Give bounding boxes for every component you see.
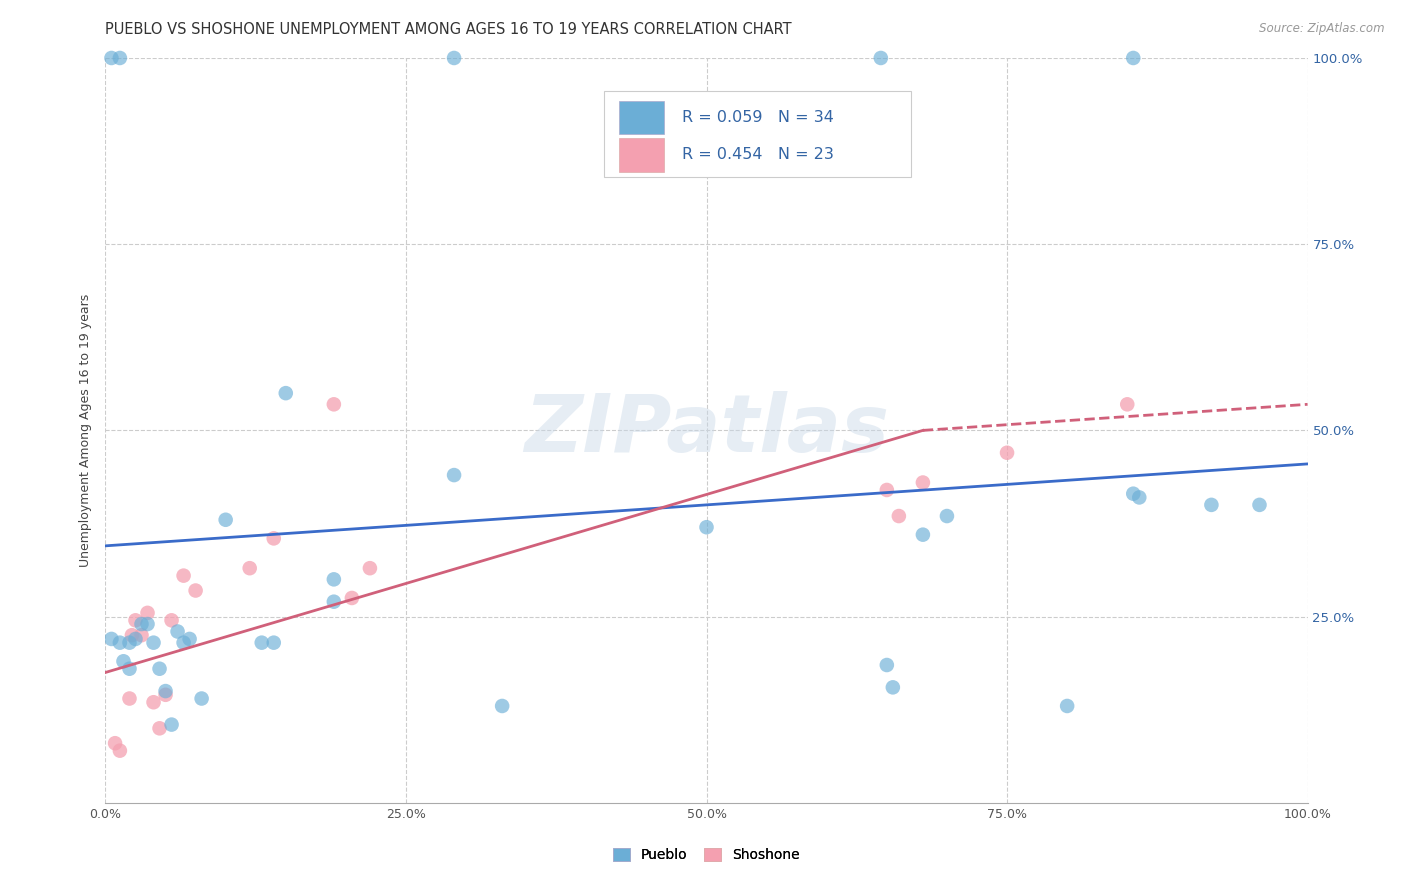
Point bbox=[118, 635, 141, 649]
Point bbox=[263, 635, 285, 649]
Point bbox=[869, 51, 891, 65]
Text: R = 0.059   N = 34: R = 0.059 N = 34 bbox=[682, 110, 834, 125]
Point bbox=[239, 561, 262, 575]
Point bbox=[131, 617, 153, 632]
Point bbox=[214, 513, 236, 527]
FancyBboxPatch shape bbox=[605, 92, 911, 178]
Point bbox=[936, 509, 959, 524]
Point bbox=[173, 635, 195, 649]
Point bbox=[443, 468, 465, 483]
Point bbox=[322, 397, 344, 411]
Point bbox=[1116, 397, 1139, 411]
Point bbox=[173, 568, 195, 582]
Point bbox=[118, 691, 141, 706]
Point bbox=[142, 695, 165, 709]
Point bbox=[1122, 51, 1144, 65]
Point bbox=[148, 662, 170, 676]
Point bbox=[100, 632, 122, 646]
Point bbox=[179, 632, 201, 646]
Point bbox=[1249, 498, 1271, 512]
Point bbox=[340, 591, 363, 605]
Point bbox=[995, 446, 1018, 460]
Point bbox=[131, 628, 153, 642]
Point bbox=[104, 736, 127, 750]
Point bbox=[911, 527, 934, 541]
Point bbox=[1128, 491, 1150, 505]
Point bbox=[1122, 486, 1144, 500]
Point bbox=[184, 583, 207, 598]
Point bbox=[118, 662, 141, 676]
Text: ZIPatlas: ZIPatlas bbox=[524, 392, 889, 469]
Text: PUEBLO VS SHOSHONE UNEMPLOYMENT AMONG AGES 16 TO 19 YEARS CORRELATION CHART: PUEBLO VS SHOSHONE UNEMPLOYMENT AMONG AG… bbox=[105, 22, 792, 37]
Point bbox=[155, 688, 177, 702]
Point bbox=[142, 635, 165, 649]
Point bbox=[136, 606, 159, 620]
Point bbox=[190, 691, 212, 706]
Point bbox=[155, 684, 177, 698]
Point bbox=[160, 613, 183, 627]
Point bbox=[108, 635, 131, 649]
Point bbox=[124, 632, 146, 646]
Point bbox=[1201, 498, 1223, 512]
Point bbox=[491, 698, 513, 713]
Point bbox=[887, 509, 910, 524]
Point bbox=[148, 721, 170, 735]
Point bbox=[250, 635, 273, 649]
Point bbox=[876, 483, 898, 497]
Point bbox=[322, 573, 344, 587]
Point bbox=[263, 532, 285, 546]
Point bbox=[1056, 698, 1078, 713]
Point bbox=[696, 520, 718, 534]
Point bbox=[124, 613, 146, 627]
Point bbox=[876, 658, 898, 673]
Point bbox=[136, 617, 159, 632]
Point bbox=[911, 475, 934, 490]
FancyBboxPatch shape bbox=[619, 101, 665, 135]
Point bbox=[100, 51, 122, 65]
Point bbox=[443, 51, 465, 65]
Point bbox=[166, 624, 188, 639]
Point bbox=[160, 717, 183, 731]
Point bbox=[108, 744, 131, 758]
Text: R = 0.454   N = 23: R = 0.454 N = 23 bbox=[682, 147, 834, 162]
Point bbox=[108, 51, 131, 65]
Point bbox=[112, 654, 135, 668]
Point bbox=[121, 628, 143, 642]
Y-axis label: Unemployment Among Ages 16 to 19 years: Unemployment Among Ages 16 to 19 years bbox=[79, 293, 93, 567]
FancyBboxPatch shape bbox=[619, 138, 665, 171]
Point bbox=[322, 595, 344, 609]
Point bbox=[882, 681, 904, 695]
Legend: Pueblo, Shoshone: Pueblo, Shoshone bbox=[609, 845, 804, 867]
Point bbox=[359, 561, 381, 575]
Point bbox=[274, 386, 297, 401]
Text: Source: ZipAtlas.com: Source: ZipAtlas.com bbox=[1260, 22, 1385, 36]
